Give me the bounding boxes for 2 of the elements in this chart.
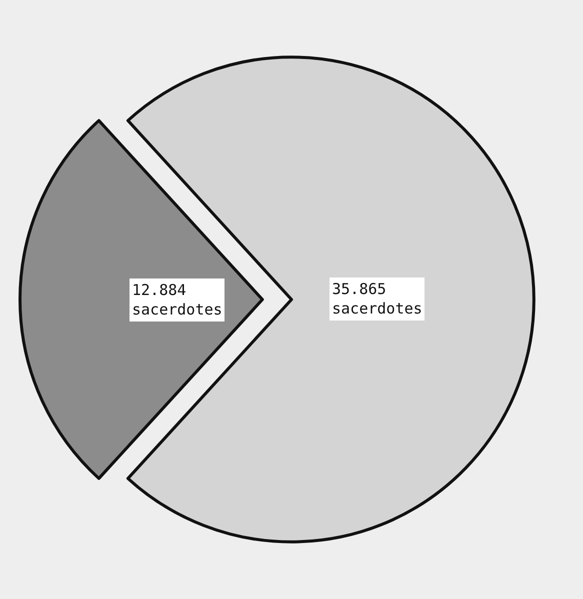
data-label: 35.865 sacerdotes <box>332 280 422 318</box>
data-label: 12.884 sacerdotes <box>132 281 222 318</box>
